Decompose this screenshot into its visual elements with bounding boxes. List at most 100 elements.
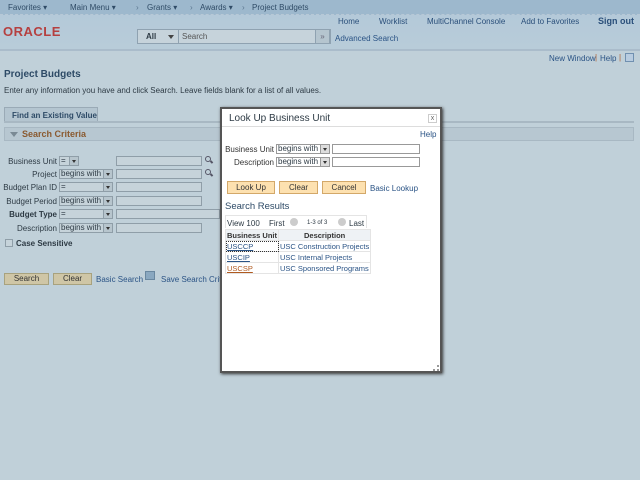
help-link[interactable]: Help [600,54,617,63]
table-row: USCCP USC Construction Projects [224,240,372,252]
next-icon[interactable] [338,218,346,226]
multichannel-link[interactable]: MultiChannel Console [427,17,506,26]
search-go-icon[interactable]: » [315,29,330,44]
add-favorites-link[interactable]: Add to Favorites [521,17,580,26]
operator-value: begins with [61,169,102,178]
modal-field-label: Business Unit [225,145,274,154]
sign-out-link[interactable]: Sign out [598,16,634,26]
nav-favorites[interactable]: Favorites ▾ [8,3,48,12]
home-link[interactable]: Home [338,17,360,26]
first-link[interactable]: First [269,219,285,228]
table-row: USCSP USC Sponsored Programs [224,262,372,274]
nav-current[interactable]: Project Budgets [252,3,309,12]
business-unit-link[interactable]: USCIP [224,251,280,263]
instructions: Enter any information you have and click… [4,86,322,95]
lookup-icon[interactable] [205,169,214,177]
save-search-link[interactable]: Save Search Criteria [161,275,220,284]
field-label: Description [16,224,57,233]
operator-select[interactable]: begins with [59,169,113,179]
results-range: 1-3 of 3 [307,220,328,226]
field-label: Project [32,170,57,179]
modal-operator-select[interactable]: begins with [276,144,330,154]
description-link[interactable]: USC Sponsored Programs [278,262,372,274]
previous-icon[interactable] [290,218,298,226]
chevron-down-icon [103,183,112,191]
operator-value: = [61,182,66,191]
basic-lookup-link[interactable]: Basic Lookup [370,184,419,193]
operator-select[interactable]: = [59,156,79,166]
separator: | [619,53,622,62]
field-input[interactable] [116,169,202,179]
operator-value: begins with [278,157,319,166]
oracle-logo: ORACLE [3,24,61,39]
operator-select[interactable]: = [59,182,113,192]
field-input[interactable] [116,223,202,233]
basic-search-link[interactable]: Basic Search [96,275,144,284]
modal-clear-button[interactable]: Clear [279,181,318,194]
search-button[interactable]: Search [4,273,49,285]
operator-select[interactable]: begins with [59,223,113,233]
chevron-down-icon[interactable] [168,35,174,39]
tab-find-existing[interactable]: Find an Existing Value [4,107,98,121]
nav-main-menu[interactable]: Main Menu ▾ [70,3,116,12]
field-input[interactable] [116,182,202,192]
field-label: Budget Period [6,197,57,206]
search-bar: All Search [137,29,331,44]
operator-value: = [61,209,66,218]
chevron-down-icon [320,158,329,166]
field-label: Budget Type [9,210,57,219]
business-unit-link[interactable]: USCSP [224,262,280,274]
description-link[interactable]: USC Internal Projects [278,251,372,263]
save-search-icon[interactable] [145,271,155,280]
separator: › [190,3,193,12]
lookup-icon[interactable] [205,156,214,164]
operator-select[interactable]: = [59,209,113,219]
modal-operator-select[interactable]: begins with [276,157,330,167]
nav-awards[interactable]: Awards ▾ [200,3,233,12]
separator: | [595,53,598,62]
case-sensitive-label: Case Sensitive [16,239,73,248]
field-input[interactable] [116,196,202,206]
search-scope[interactable]: All [146,32,157,41]
collapse-triangle-icon [10,132,18,137]
field-input[interactable] [116,156,202,166]
view-100-link[interactable]: View 100 [227,219,260,228]
modal-help-link[interactable]: Help [420,130,437,139]
separator: › [242,3,245,12]
results-table: Business Unit Description USCCP USC Constr… [224,229,372,274]
col-business-unit: Business Unit [224,229,280,241]
page-title: Project Budgets [4,69,81,80]
field-label: Budget Plan ID [3,183,57,192]
cancel-button[interactable]: Cancel [322,181,366,194]
modal-field-input[interactable] [332,144,420,154]
chevron-down-icon [103,197,112,205]
results-nav: View 100 First 1-3 of 3 Last [225,215,367,228]
clear-button[interactable]: Clear [53,273,92,285]
operator-select[interactable]: begins with [59,196,113,206]
field-label: Business Unit [8,157,57,166]
description-link[interactable]: USC Construction Projects [278,240,372,252]
search-input[interactable]: Search [178,30,331,43]
business-unit-link[interactable]: USCCP [224,240,280,252]
worklist-link[interactable]: Worklist [379,17,408,26]
look-up-button[interactable]: Look Up [227,181,275,194]
case-sensitive-checkbox[interactable] [5,239,13,247]
chevron-down-icon [103,210,112,218]
last-link[interactable]: Last [349,219,365,228]
new-window-link[interactable]: New Window [549,54,596,63]
advanced-search-link[interactable]: Advanced Search [335,34,399,43]
modal-title: Look Up Business Unit [229,113,331,124]
results-title: Search Results [225,201,290,212]
field-input[interactable] [116,209,220,219]
chevron-down-icon [103,224,112,232]
chevron-down-icon [103,170,112,178]
operator-value: begins with [61,196,102,205]
resize-handle-icon[interactable] [433,365,439,371]
personalize-icon[interactable] [625,53,634,62]
operator-value: begins with [278,144,319,153]
separator: › [136,3,139,12]
nav-grants[interactable]: Grants ▾ [147,3,178,12]
modal-field-input[interactable] [332,157,420,167]
divider [222,126,440,127]
close-icon[interactable]: x [428,114,437,123]
